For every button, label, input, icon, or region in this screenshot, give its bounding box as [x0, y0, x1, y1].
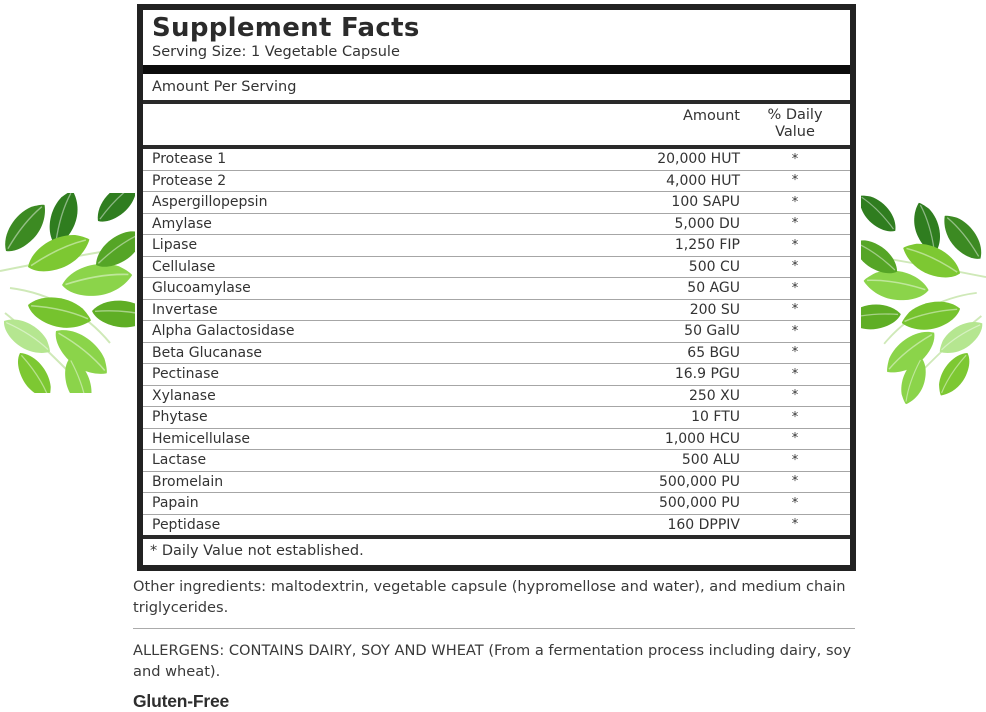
ingredient-row: Peptidase 160 DPPIV * [143, 515, 850, 536]
ingredient-amount: 4,000 HUT [666, 172, 740, 189]
ingredient-amount: 250 XU [688, 387, 740, 404]
ingredient-amount: 500,000 PU [658, 473, 740, 490]
ingredient-name: Cellulase [152, 258, 216, 275]
ingredient-row: Lipase 1,250 FIP * [143, 235, 850, 257]
ingredient-amount: 50 GalU [684, 323, 740, 340]
ingredient-daily-value: * [791, 237, 799, 253]
ingredient-daily-value: * [791, 366, 799, 382]
amount-per-serving-label: Amount Per Serving [143, 74, 850, 104]
ingredient-row: Alpha Galactosidase 50 GalU * [143, 321, 850, 343]
serving-size-text: Serving Size: 1 Vegetable Capsule [152, 44, 400, 60]
ingredient-daily-value: * [791, 259, 799, 275]
column-header-row: Amount % Daily Value [143, 104, 850, 149]
ingredient-daily-value: * [791, 194, 799, 210]
ingredient-amount: 10 FTU [691, 409, 740, 426]
ingredient-name: Bromelain [152, 473, 224, 490]
ingredient-amount: 500,000 PU [658, 495, 740, 512]
ingredient-amount: 5,000 DU [674, 215, 740, 232]
ingredient-row: Amylase 5,000 DU * [143, 214, 850, 235]
ingredient-row: Bromelain 500,000 PU * [143, 472, 850, 493]
ingredient-amount: 20,000 HUT [657, 151, 740, 168]
ingredient-row: Protease 1 20,000 HUT * [143, 149, 850, 171]
ingredient-name: Phytase [152, 409, 208, 426]
ingredient-amount: 16.9 PGU [674, 366, 740, 383]
panel-header: Supplement Facts Serving Size: 1 Vegetab… [143, 10, 850, 65]
other-ingredients-text: Other ingredients: maltodextrin, vegetab… [133, 578, 846, 616]
ingredient-row: Protease 2 4,000 HUT * [143, 171, 850, 192]
ingredient-name: Hemicellulase [152, 430, 251, 447]
ingredient-amount: 50 AGU [687, 280, 740, 297]
ingredient-row: Cellulase 500 CU * [143, 257, 850, 278]
thick-divider-bar [143, 65, 850, 74]
ingredient-row: Xylanase 250 XU * [143, 386, 850, 407]
ingredient-daily-value: * [791, 323, 799, 339]
ingredient-amount: 160 DPPIV [667, 516, 740, 533]
ingredient-amount: 500 ALU [681, 452, 740, 469]
ingredient-name: Glucoamylase [152, 280, 251, 297]
ingredient-row: Pectinase 16.9 PGU * [143, 364, 850, 386]
ingredient-name: Alpha Galactosidase [152, 323, 295, 340]
ingredient-amount: 500 CU [688, 258, 740, 275]
allergens-text: ALLERGENS: CONTAINS DAIRY, SOY AND WHEAT… [133, 642, 852, 680]
ingredient-name: Peptidase [152, 516, 221, 533]
ingredient-name: Amylase [152, 215, 212, 232]
gluten-free-label: Gluten-Free [133, 691, 230, 711]
daily-value-column-header: % Daily Value [740, 107, 850, 141]
ingredient-daily-value: * [791, 517, 799, 533]
ingredient-daily-value: * [791, 452, 799, 468]
ingredient-name: Protease 2 [152, 172, 227, 189]
ingredient-row: Lactase 500 ALU * [143, 450, 850, 472]
ingredient-daily-value: * [791, 495, 799, 511]
ingredient-name: Protease 1 [152, 151, 227, 168]
daily-value-header-line2: Value [775, 124, 815, 140]
ingredient-row: Phytase 10 FTU * [143, 407, 850, 429]
ingredient-name: Papain [152, 495, 199, 512]
ingredient-daily-value: * [791, 302, 799, 318]
ingredient-rows: Protease 1 20,000 HUT * Protease 2 4,000 HUT… [143, 149, 850, 539]
ingredient-amount: 200 SU [689, 301, 740, 318]
ingredient-daily-value: * [791, 280, 799, 296]
ingredient-daily-value: * [791, 431, 799, 447]
ingredient-daily-value: * [791, 388, 799, 404]
ingredient-row: Beta Glucanase 65 BGU * [143, 343, 850, 364]
daily-value-header-line1: % Daily [767, 107, 823, 123]
notes-divider [133, 628, 855, 629]
ingredient-daily-value: * [791, 474, 799, 490]
ingredient-name: Invertase [152, 301, 218, 318]
daily-value-footnote: * Daily Value not established. [150, 543, 364, 559]
ingredient-name: Lipase [152, 237, 198, 254]
ingredient-amount: 1,000 HCU [664, 430, 740, 447]
below-panel-notes: Other ingredients: maltodextrin, vegetab… [133, 577, 855, 712]
amount-column-header: Amount [683, 108, 740, 124]
ingredient-name: Aspergillopepsin [152, 194, 268, 211]
ingredient-amount: 1,250 FIP [674, 237, 740, 254]
ingredient-daily-value: * [791, 216, 799, 232]
ingredient-amount: 65 BGU [687, 344, 740, 361]
panel-title: Supplement Facts [152, 13, 420, 43]
ingredient-name: Lactase [152, 452, 207, 469]
ingredient-daily-value: * [791, 151, 799, 167]
ingredient-row: Glucoamylase 50 AGU * [143, 278, 850, 300]
ingredient-daily-value: * [791, 345, 799, 361]
ingredient-daily-value: * [791, 409, 799, 425]
ingredient-daily-value: * [791, 173, 799, 189]
leaf-decoration-left-icon [0, 193, 135, 393]
ingredient-name: Beta Glucanase [152, 344, 262, 361]
ingredient-name: Xylanase [152, 387, 216, 404]
ingredient-row: Hemicellulase 1,000 HCU * [143, 429, 850, 450]
supplement-facts-panel: Supplement Facts Serving Size: 1 Vegetab… [137, 4, 856, 571]
leaf-decoration-right-icon [861, 190, 986, 405]
ingredient-row: Invertase 200 SU * [143, 300, 850, 321]
ingredient-row: Aspergillopepsin 100 SAPU * [143, 192, 850, 214]
ingredient-amount: 100 SAPU [671, 194, 740, 211]
supplement-label-page: { "panel": { "title": "Supplement Facts"… [0, 4, 986, 711]
ingredient-row: Papain 500,000 PU * [143, 493, 850, 515]
ingredient-name: Pectinase [152, 366, 219, 383]
